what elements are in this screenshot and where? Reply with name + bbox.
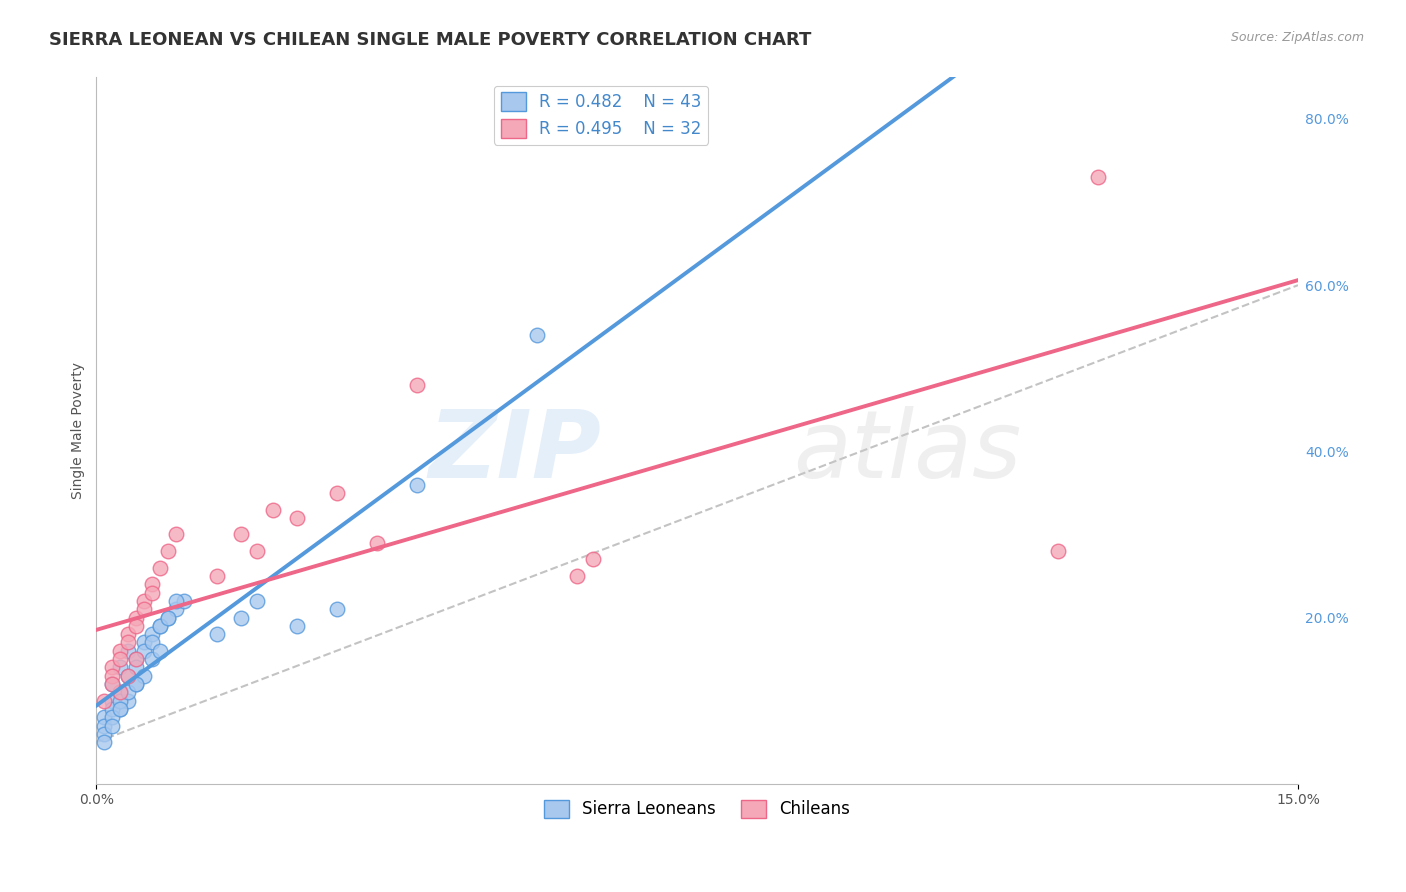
Point <box>285 511 308 525</box>
Point <box>101 669 124 683</box>
Point <box>117 685 139 699</box>
Point <box>101 710 124 724</box>
Point <box>110 702 132 716</box>
Point <box>141 585 163 599</box>
Point <box>134 644 156 658</box>
Point <box>565 569 588 583</box>
Point <box>141 652 163 666</box>
Point <box>101 677 124 691</box>
Point <box>93 727 115 741</box>
Point <box>110 652 132 666</box>
Point <box>173 594 195 608</box>
Point <box>229 610 252 624</box>
Point <box>101 702 124 716</box>
Point <box>325 602 347 616</box>
Text: SIERRA LEONEAN VS CHILEAN SINGLE MALE POVERTY CORRELATION CHART: SIERRA LEONEAN VS CHILEAN SINGLE MALE PO… <box>49 31 811 49</box>
Point <box>101 718 124 732</box>
Point <box>125 677 148 691</box>
Point <box>285 619 308 633</box>
Point <box>93 710 115 724</box>
Point <box>134 669 156 683</box>
Point <box>166 527 188 541</box>
Point <box>125 652 148 666</box>
Point <box>93 693 115 707</box>
Text: atlas: atlas <box>793 406 1022 497</box>
Point <box>149 560 172 574</box>
Point <box>1046 544 1069 558</box>
Point <box>141 635 163 649</box>
Point <box>110 702 132 716</box>
Point <box>526 328 548 343</box>
Legend: Sierra Leoneans, Chileans: Sierra Leoneans, Chileans <box>537 793 858 825</box>
Point <box>405 377 427 392</box>
Point <box>166 602 188 616</box>
Point <box>262 502 284 516</box>
Point <box>325 486 347 500</box>
Point <box>125 652 148 666</box>
Point <box>157 544 180 558</box>
Point <box>134 602 156 616</box>
Point <box>582 552 605 566</box>
Point <box>110 685 132 699</box>
Point <box>157 610 180 624</box>
Point <box>141 577 163 591</box>
Text: ZIP: ZIP <box>429 406 600 498</box>
Point <box>117 669 139 683</box>
Point <box>229 527 252 541</box>
Point <box>125 619 148 633</box>
Point <box>110 644 132 658</box>
Point <box>101 660 124 674</box>
Point <box>93 718 115 732</box>
Point <box>134 594 156 608</box>
Point <box>110 660 132 674</box>
Point <box>93 735 115 749</box>
Point <box>245 544 267 558</box>
Point <box>1087 170 1109 185</box>
Point <box>149 619 172 633</box>
Point <box>117 644 139 658</box>
Point <box>205 569 228 583</box>
Point <box>101 677 124 691</box>
Point <box>141 627 163 641</box>
Text: Source: ZipAtlas.com: Source: ZipAtlas.com <box>1230 31 1364 45</box>
Point <box>117 669 139 683</box>
Point <box>110 685 132 699</box>
Point <box>125 660 148 674</box>
Y-axis label: Single Male Poverty: Single Male Poverty <box>72 362 86 500</box>
Point <box>117 693 139 707</box>
Point <box>149 619 172 633</box>
Point <box>205 627 228 641</box>
Point <box>134 635 156 649</box>
Point <box>245 594 267 608</box>
Point <box>125 677 148 691</box>
Point <box>366 535 388 549</box>
Point <box>117 635 139 649</box>
Point <box>166 594 188 608</box>
Point <box>125 610 148 624</box>
Point <box>405 477 427 491</box>
Point <box>110 693 132 707</box>
Point <box>101 693 124 707</box>
Point <box>149 644 172 658</box>
Point <box>157 610 180 624</box>
Point <box>117 627 139 641</box>
